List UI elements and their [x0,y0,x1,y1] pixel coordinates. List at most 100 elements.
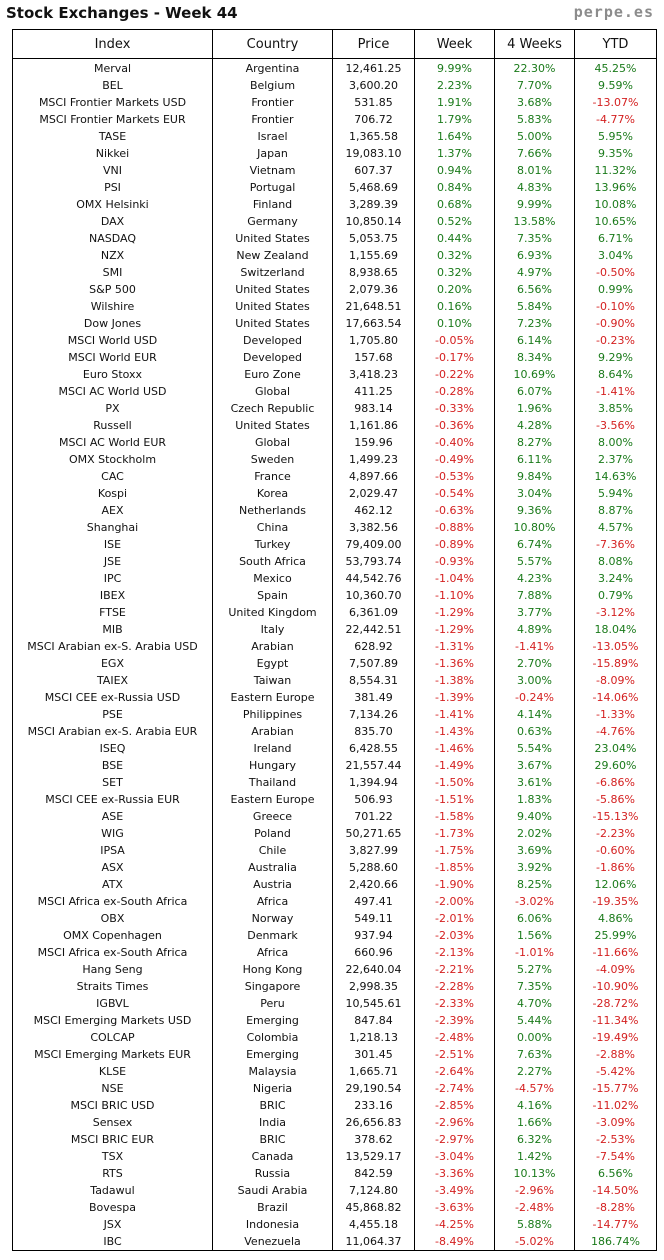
cell-week-change: 1.64% [414,128,495,145]
cell-price: 10,545.61 [332,995,415,1012]
cell-index-name: MIB [12,621,213,638]
cell-index-name: Hang Seng [12,961,213,978]
cell-ytd-change: -4.76% [574,723,657,740]
cell-ytd-change: -11.02% [574,1097,657,1114]
table-row: BSE Hungary 21,557.44 -1.49% 3.67% 29.60% [12,757,657,774]
table-row: AEX Netherlands 462.12 -0.63% 9.36% 8.87% [12,502,657,519]
table-row: IPSA Chile 3,827.99 -1.75% 3.69% -0.60% [12,842,657,859]
cell-country: Emerging [212,1012,333,1029]
cell-country: Emerging [212,1046,333,1063]
cell-ytd-change: 23.04% [574,740,657,757]
cell-week-change: -0.93% [414,553,495,570]
cell-ytd-change: -0.90% [574,315,657,332]
cell-four-week-change: 3.92% [494,859,575,876]
cell-price: 937.94 [332,927,415,944]
cell-price: 12,461.25 [332,58,415,77]
cell-four-week-change: 5.57% [494,553,575,570]
table-row: Nikkei Japan 19,083.10 1.37% 7.66% 9.35% [12,145,657,162]
cell-four-week-change: 9.40% [494,808,575,825]
table-row: JSE South Africa 53,793.74 -0.93% 5.57% 8.08% [12,553,657,570]
column-header-country: Country [212,29,333,59]
cell-price: 411.25 [332,383,415,400]
cell-price: 701.22 [332,808,415,825]
cell-country: Australia [212,859,333,876]
cell-index-name: DAX [12,213,213,230]
table-row: MSCI World EUR Developed 157.68 -0.17% 8.34%… [12,349,657,366]
cell-price: 2,079.36 [332,281,415,298]
cell-country: Malaysia [212,1063,333,1080]
cell-country: Peru [212,995,333,1012]
cell-index-name: MSCI Arabian ex-S. Arabia EUR [12,723,213,740]
cell-price: 1,365.58 [332,128,415,145]
cell-ytd-change: 14.63% [574,468,657,485]
cell-four-week-change: -0.24% [494,689,575,706]
table-row: VNI Vietnam 607.37 0.94% 8.01% 11.32% [12,162,657,179]
table-row: JSX Indonesia 4,455.18 -4.25% 5.88% -14.77% [12,1216,657,1233]
table-row: RTS Russia 842.59 -3.36% 10.13% 6.56% [12,1165,657,1182]
cell-ytd-change: -19.35% [574,893,657,910]
table-header: Index Country Price Week 4 Weeks YTD [12,29,657,59]
cell-country: Frontier [212,111,333,128]
cell-index-name: Euro Stoxx [12,366,213,383]
cell-price: 5,053.75 [332,230,415,247]
cell-price: 462.12 [332,502,415,519]
cell-country: Argentina [212,58,333,77]
cell-week-change: -1.38% [414,672,495,689]
cell-week-change: -2.97% [414,1131,495,1148]
table-row: MSCI Africa ex-South Africa Africa 497.41-… [12,893,657,910]
cell-week-change: -0.36% [414,417,495,434]
cell-week-change: -2.48% [414,1029,495,1046]
cell-country: Mexico [212,570,333,587]
cell-country: Greece [212,808,333,825]
cell-index-name: ISE [12,536,213,553]
cell-index-name: ASX [12,859,213,876]
cell-index-name: CAC [12,468,213,485]
cell-country: Singapore [212,978,333,995]
cell-country: Indonesia [212,1216,333,1233]
cell-week-change: -0.89% [414,536,495,553]
cell-ytd-change: -7.36% [574,536,657,553]
cell-week-change: -0.53% [414,468,495,485]
column-header-ytd: YTD [574,29,657,59]
cell-four-week-change: 8.34% [494,349,575,366]
cell-four-week-change: -2.96% [494,1182,575,1199]
table-row: IBC Venezuela 11,064.37 -8.49% -5.02% 186.74% [12,1233,657,1251]
cell-price: 378.62 [332,1131,415,1148]
cell-price: 159.96 [332,434,415,451]
cell-index-name: PSI [12,179,213,196]
cell-four-week-change: -2.48% [494,1199,575,1216]
cell-ytd-change: 5.94% [574,485,657,502]
cell-index-name: Kospi [12,485,213,502]
cell-ytd-change: -11.66% [574,944,657,961]
cell-index-name: JSE [12,553,213,570]
cell-price: 6,428.55 [332,740,415,757]
table-row: PX Czech Republic 983.14 -0.33% 1.96% 3.85% [12,400,657,417]
cell-ytd-change: -3.09% [574,1114,657,1131]
table-row: Hang Seng Hong Kong 22,640.04 -2.21% 5.27% -4… [12,961,657,978]
cell-country: Frontier [212,94,333,111]
cell-index-name: BSE [12,757,213,774]
table-row: ISE Turkey 79,409.00 -0.89% 6.74% -7.36% [12,536,657,553]
cell-index-name: ATX [12,876,213,893]
cell-week-change: -1.58% [414,808,495,825]
table-row: NASDAQ United States 5,053.75 0.44% 7.35% 6.7… [12,230,657,247]
cell-week-change: 0.10% [414,315,495,332]
cell-country: Africa [212,944,333,961]
cell-week-change: -1.36% [414,655,495,672]
cell-ytd-change: -2.53% [574,1131,657,1148]
cell-index-name: Bovespa [12,1199,213,1216]
cell-index-name: MSCI Frontier Markets USD [12,94,213,111]
table-row: Euro Stoxx Euro Zone 3,418.23 -0.22% 10.69% 8… [12,366,657,383]
cell-country: Developed [212,332,333,349]
cell-ytd-change: 8.08% [574,553,657,570]
cell-price: 5,288.60 [332,859,415,876]
cell-ytd-change: 25.99% [574,927,657,944]
cell-price: 1,161.86 [332,417,415,434]
cell-country: United States [212,417,333,434]
table-row: ASX Australia 5,288.60 -1.85% 3.92% -1.86% [12,859,657,876]
cell-ytd-change: 186.74% [574,1233,657,1251]
cell-week-change: 1.91% [414,94,495,111]
cell-index-name: MSCI Africa ex-South Africa [12,944,213,961]
cell-week-change: -1.75% [414,842,495,859]
cell-country: Vietnam [212,162,333,179]
